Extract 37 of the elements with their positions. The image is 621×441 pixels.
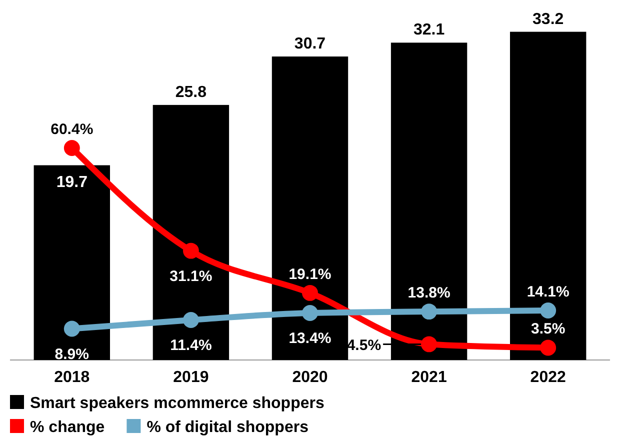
data-label: 19.1% — [288, 266, 332, 283]
data-label: 33.2 — [532, 10, 564, 28]
point — [421, 336, 438, 352]
bar — [272, 56, 348, 360]
point — [540, 302, 556, 318]
data-label: 25.8 — [175, 84, 207, 101]
point — [64, 140, 80, 156]
bar — [510, 32, 586, 360]
point — [302, 284, 318, 301]
data-label: 4.5% — [346, 337, 382, 354]
data-label: 13.4% — [288, 330, 332, 347]
x-tick-label: 2020 — [292, 369, 328, 386]
point — [64, 320, 80, 337]
point — [421, 304, 438, 320]
data-label: 32.1 — [413, 22, 445, 39]
data-label: 14.1% — [526, 284, 570, 301]
point — [182, 312, 199, 328]
data-label: 19.7 — [56, 174, 88, 192]
legend-label: Smart speakers mcommerce shoppers — [30, 395, 324, 412]
point — [182, 242, 199, 259]
data-label: 31.1% — [170, 268, 212, 285]
data-label: 60.4% — [50, 120, 94, 138]
legend-label: % of digital shoppers — [146, 419, 309, 436]
data-label: 11.4% — [170, 336, 212, 354]
x-tick-label: 2019 — [173, 369, 209, 386]
bar — [34, 165, 110, 360]
legend-label: % change — [30, 419, 105, 436]
point — [540, 340, 556, 356]
bar — [152, 104, 230, 360]
data-label: 8.9% — [54, 346, 90, 363]
data-label: 30.7 — [294, 36, 326, 52]
point — [302, 305, 318, 321]
data-label: 3.5% — [530, 320, 566, 338]
x-tick-label: 2022 — [530, 369, 566, 386]
data-label: 13.8% — [408, 284, 450, 302]
x-tick-label: 2021 — [411, 369, 447, 386]
x-tick-label: 2018 — [54, 369, 90, 386]
